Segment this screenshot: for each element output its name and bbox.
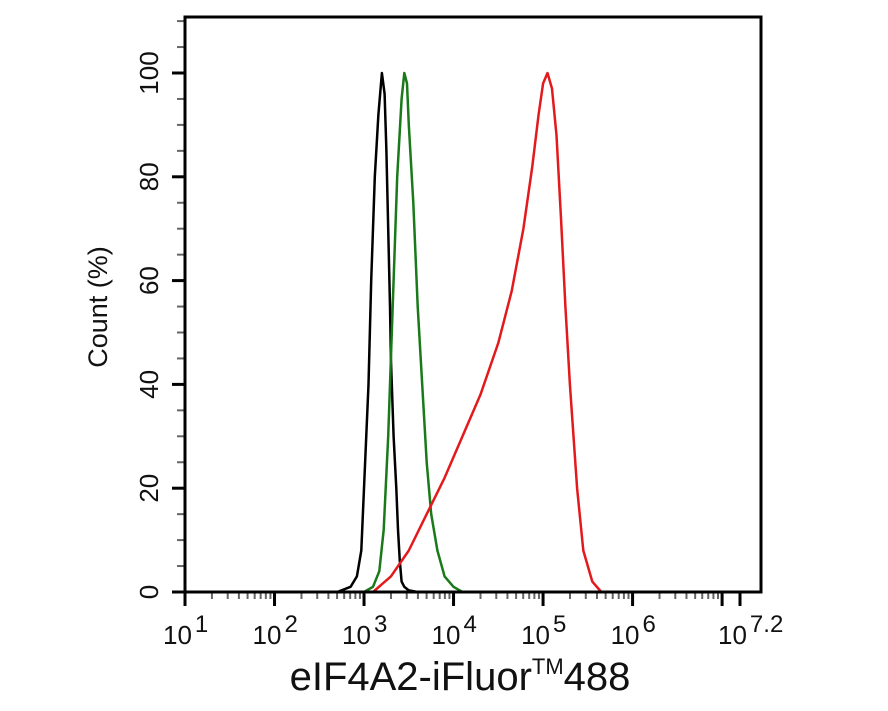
y-tick-label: 40	[134, 370, 164, 399]
x-tick-label: 10 3	[342, 611, 387, 650]
x-tick-label: 10 6	[611, 611, 656, 650]
y-axis-ticks: 0 20 40 60 80 100	[134, 20, 185, 599]
x-axis-title-sup: TM	[532, 654, 564, 679]
x-axis-ticks: 10 1 10 2 10 3 10 4 10 5 10 6 10 7.2	[163, 592, 783, 650]
plot-frame	[183, 15, 763, 594]
y-tick-label: 60	[134, 266, 164, 295]
y-tick-label: 20	[134, 474, 164, 503]
x-tick-label: 10 7.2	[718, 611, 783, 650]
x-axis-title-tail: 488	[564, 655, 631, 699]
y-tick-label: 0	[134, 585, 164, 599]
x-tick-label: 10 2	[253, 611, 298, 650]
x-axis-title-main: eIF4A2-iFluor	[290, 655, 532, 699]
y-tick-label: 80	[134, 162, 164, 191]
x-axis-title: eIF4A2-iFluorTM488	[290, 654, 631, 699]
x-tick-label: 10 1	[163, 611, 208, 650]
histogram-curves	[185, 71, 761, 594]
y-axis-title: Count (%)	[83, 246, 113, 368]
histogram-series-1	[363, 71, 464, 594]
y-tick-label: 100	[134, 51, 164, 94]
x-tick-label: 10 4	[432, 611, 477, 650]
histogram-series-2	[372, 71, 603, 593]
x-tick-label: 10 5	[521, 611, 566, 650]
histogram-series-0	[336, 71, 418, 594]
